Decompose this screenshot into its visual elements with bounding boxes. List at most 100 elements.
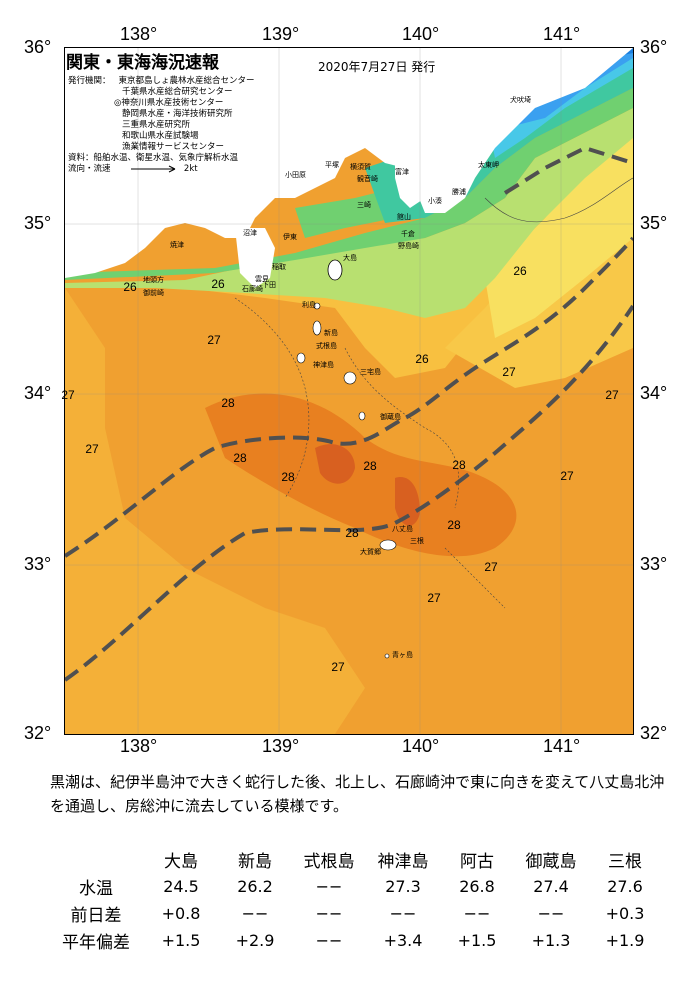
row-label: 水温 (79, 879, 113, 899)
column-header: 式根島 (303, 852, 355, 872)
temp-label: 27 (207, 333, 221, 347)
place-toshima: 利島 (302, 301, 316, 309)
aogashima-island (384, 653, 390, 659)
place-shikinejima: 式根島 (316, 342, 337, 350)
row-label: 平年偏差 (62, 933, 130, 953)
table-cell: +2.9 (235, 931, 275, 950)
table-cell: 24.5 (163, 877, 199, 896)
place-hiratsuka: 平塚 (325, 161, 339, 169)
lat-lon-grid (65, 48, 633, 734)
temp-label: 27 (560, 469, 574, 483)
y-tick-right-36: 36° (640, 37, 668, 57)
org-2: ◎神奈川県水産技術センター (114, 98, 224, 108)
issuer-info: 発行機関： 東京都島しょ農林水産総合センター 千葉県水産総合研究センター ◎神奈川… (68, 76, 255, 175)
table-cell: −− (389, 904, 417, 923)
temp-label: 26 (415, 352, 429, 366)
place-odawara: 小田原 (285, 171, 306, 179)
y-tick-left-33: 33° (24, 554, 52, 574)
temp-label: 27 (502, 365, 516, 379)
table-cell: +1.5 (457, 931, 497, 950)
x-tick-top-139: 139° (262, 24, 300, 44)
flow-arrow-icon (131, 165, 176, 172)
temp-label: 27 (61, 388, 75, 402)
table-cell: −− (315, 931, 343, 950)
table-cell: 26.8 (459, 877, 495, 896)
kuroshio-north-line (65, 236, 633, 558)
org-4: 三重県水産研究所 (122, 120, 191, 130)
temp-label: 28 (233, 451, 247, 465)
temp-label: 28 (447, 518, 461, 532)
place-taitomisaki: 太東岬 (478, 161, 499, 169)
table-cell: −− (241, 904, 269, 923)
flow-legend-label: 流向・流速 (68, 164, 111, 174)
place-kozushima: 神津島 (313, 361, 334, 369)
land-north (65, 48, 633, 278)
y-tick-left-32: 32° (24, 723, 52, 743)
temp-label: 28 (452, 458, 466, 472)
miyakejima-island (343, 371, 357, 385)
table-row: 平年偏差 +1.5 +2.9 −− +3.4 +1.5 +1.3 +1.9 (48, 927, 662, 954)
x-tick-bottom-141: 141° (543, 736, 581, 756)
place-nojimazaki: 野島崎 (398, 242, 419, 250)
org-0: 東京都島しょ農林水産総合センター (118, 76, 255, 86)
table-cell: 26.2 (237, 877, 273, 896)
table-cell: −− (537, 904, 565, 923)
place-numazu: 沼津 (243, 229, 257, 237)
niijima-island (312, 320, 322, 336)
temp-label: 26 (123, 280, 137, 294)
table-cell: −− (315, 904, 343, 923)
kuroshio-south-line (65, 304, 633, 682)
data-source: 資料：船舶水温、衛星水温、気象庁解析水温 (68, 153, 239, 163)
org-6: 漁業情報サービスセンター (122, 142, 225, 152)
x-tick-top-141: 141° (543, 24, 581, 44)
x-tick-bottom-139: 139° (262, 736, 300, 756)
place-hachijojima: 八丈島 (392, 525, 413, 533)
temp-label: 27 (427, 591, 441, 605)
table-cell: −− (463, 904, 491, 923)
column-header: 新島 (238, 852, 272, 872)
table-cell: +1.3 (531, 931, 571, 950)
west-orange-zone (65, 288, 365, 734)
temp-label: 27 (605, 388, 619, 402)
sea-temperature-map (64, 47, 634, 735)
temp-label: 28 (345, 526, 359, 540)
place-inatori: 稲取 (272, 263, 286, 271)
column-header: 大島 (164, 852, 198, 872)
place-kominato: 小湊 (428, 197, 442, 205)
table-cell: 27.6 (607, 877, 643, 896)
org-3: 静岡県水産・海洋技術研究所 (122, 109, 233, 119)
temp-label: 26 (211, 277, 225, 291)
table-cell: 27.3 (385, 877, 421, 896)
place-inubozaki: 犬吠埼 (510, 96, 531, 104)
table-cell: +1.5 (161, 931, 201, 950)
table-row: 前日差 +0.8 −− −− −− −− −− +0.3 (48, 900, 662, 927)
column-header: 御蔵島 (525, 852, 577, 872)
org-5: 和歌山県水産試験場 (122, 131, 199, 141)
y-tick-right-32: 32° (640, 723, 668, 743)
place-irozaki: 石廊崎 (242, 285, 263, 293)
place-miyakejima: 三宅島 (360, 368, 381, 376)
x-tick-top-140: 140° (402, 24, 440, 44)
temp-label: 26 (513, 264, 527, 278)
temp-label: 27 (85, 442, 99, 456)
place-jitogata: 地頭方 (143, 276, 164, 284)
table-cell: +3.4 (383, 931, 423, 950)
y-tick-right-34: 34° (640, 383, 668, 403)
place-omaezaki: 御前崎 (143, 289, 164, 297)
column-header: 阿古 (460, 852, 494, 872)
yellow-zone (485, 128, 633, 338)
place-ito: 伊東 (283, 233, 297, 241)
place-chikura: 千倉 (401, 230, 415, 238)
row-label: 前日差 (70, 906, 122, 926)
issue-date: 2020年7月27日 発行 (318, 60, 436, 74)
place-aogashima: 青ヶ島 (392, 651, 413, 659)
temp-label: 28 (281, 470, 295, 484)
table-cell: −− (315, 877, 343, 896)
kozushima-island (296, 352, 306, 364)
place-yaizu: 焼津 (170, 241, 184, 249)
x-tick-bottom-138: 138° (120, 736, 158, 756)
place-niijima: 新島 (324, 329, 338, 337)
map-title: 関東・東海海況速報 (66, 53, 219, 73)
table-header-row: 大島 新島 式根島 神津島 阿古 御蔵島 三根 (48, 846, 662, 873)
table-cell: +0.8 (161, 904, 201, 923)
